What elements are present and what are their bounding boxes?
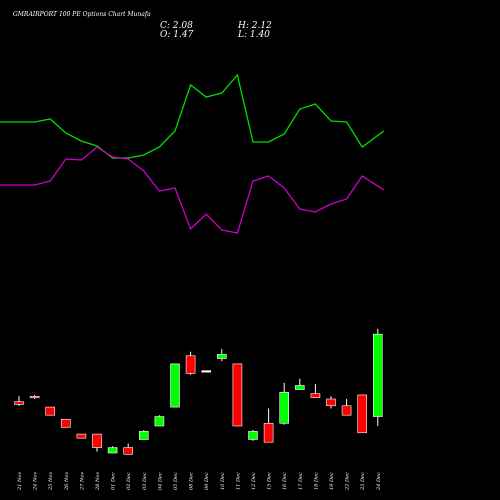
candle-body	[107, 447, 118, 454]
x-tick-label: 26 Nov	[64, 472, 70, 491]
candle-body	[76, 433, 87, 439]
x-tick-label: 28 Nov	[95, 472, 101, 491]
x-tick-label: 15 Dec	[267, 472, 273, 490]
candle-body	[217, 354, 227, 359]
x-tick-label: 05 Dec	[173, 472, 179, 490]
x-tick-label: 19 Dec	[329, 472, 335, 490]
low-value: L: 1.40	[237, 30, 270, 40]
candle-body	[60, 418, 71, 428]
x-tick-label: 18 Dec	[313, 472, 319, 490]
x-tick-label: 10 Dec	[220, 472, 226, 490]
x-tick-label: 16 Dec	[282, 472, 288, 490]
candle-body	[357, 394, 368, 434]
candle-body	[45, 406, 56, 416]
x-axis-labels: 21 Nov 24 Nov 25 Nov 26 Nov 27 Nov 28 Nov 01 D…	[17, 472, 382, 491]
candle-body	[92, 433, 102, 448]
candle-body	[185, 355, 196, 374]
x-tick-label: 27 Nov	[79, 472, 85, 491]
candle-body	[248, 431, 258, 440]
high-value: H: 2.12	[237, 21, 272, 31]
x-tick-label: 24 Nov	[33, 472, 39, 491]
candle-body	[310, 393, 321, 398]
x-tick-label: 11 Dec	[235, 472, 241, 490]
candle-body	[139, 431, 149, 440]
x-tick-label: 17 Dec	[298, 472, 304, 490]
candle-body	[29, 395, 40, 399]
x-tick-label: 21 Nov	[17, 472, 23, 491]
green-indicator-line	[0, 73, 385, 159]
candle-body	[123, 447, 133, 455]
candle-body	[232, 363, 243, 427]
x-tick-label: 03 Dec	[142, 472, 148, 490]
x-tick-label: 22 Dec	[345, 472, 351, 491]
candles	[14, 328, 383, 455]
candle-body	[341, 405, 352, 416]
chart-title: GMRAIRPORT 100 PE Options Chart Munafa	[13, 11, 151, 18]
x-tick-label: 04 Dec	[157, 472, 163, 490]
candle-body	[372, 333, 383, 417]
x-tick-label: 02 Dec	[126, 472, 132, 490]
candle-body	[201, 370, 211, 373]
candle-body	[170, 363, 180, 408]
candle-body	[154, 416, 165, 427]
x-tick-label: 25 Nov	[48, 472, 54, 491]
candle-body	[14, 401, 24, 405]
open-value: O: 1.47	[160, 30, 194, 40]
x-tick-label: 23 Dec	[360, 472, 366, 491]
x-tick-label: 08 Dec	[189, 472, 195, 490]
x-tick-label: 12 Dec	[251, 472, 257, 490]
close-value: C: 2.08	[160, 21, 193, 31]
x-tick-label: 01 Dec	[111, 472, 117, 490]
indicator-lines	[0, 73, 385, 234]
candle-body	[326, 398, 336, 407]
x-tick-label: 24 Dec	[376, 472, 382, 491]
candle-body	[279, 391, 290, 424]
magenta-indicator-line	[0, 146, 385, 234]
x-tick-label: 09 Dec	[204, 472, 210, 490]
candle-body	[294, 385, 305, 390]
candle-body	[263, 422, 274, 443]
